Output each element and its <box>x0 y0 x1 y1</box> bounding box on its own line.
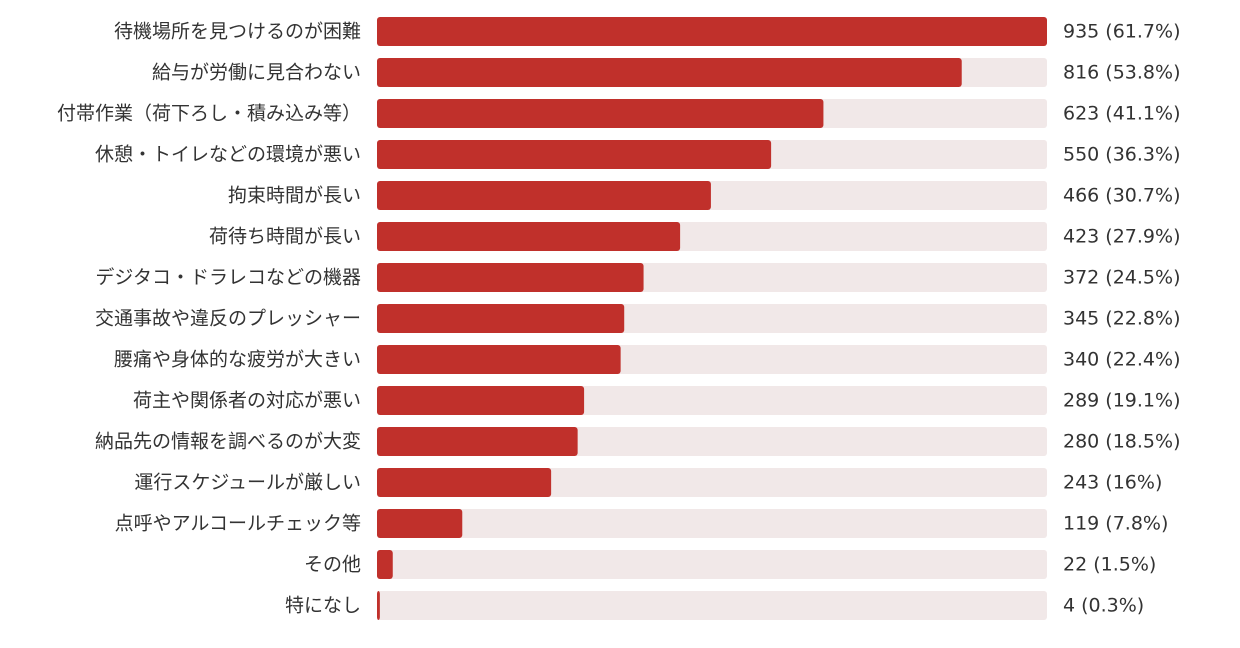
bar-row: 給与が労働に見合わない 816 (53.8%) <box>152 58 1181 87</box>
value-label: 423 (27.9%) <box>1063 226 1181 248</box>
bar <box>377 17 1047 46</box>
bar <box>377 304 625 333</box>
category-label: 拘束時間が長い <box>228 185 361 207</box>
bar-row: 荷待ち時間が長い 423 (27.9%) <box>209 222 1181 251</box>
bar-row: 荷主や関係者の対応が悪い 289 (19.1%) <box>133 386 1181 415</box>
bar-row: 休憩・トイレなどの環境が悪い 550 (36.3%) <box>95 140 1181 169</box>
bar-row: 交通事故や違反のプレッシャー 345 (22.8%) <box>95 304 1181 333</box>
value-label: 243 (16%) <box>1063 472 1162 494</box>
category-label: 給与が労働に見合わない <box>152 62 361 84</box>
category-label: 荷待ち時間が長い <box>209 226 361 248</box>
value-label: 816 (53.8%) <box>1063 62 1181 84</box>
category-label: 特になし <box>285 595 361 617</box>
bar <box>377 99 824 128</box>
value-label: 22 (1.5%) <box>1063 554 1156 576</box>
bar-row: 特になし 4 (0.3%) <box>285 591 1144 620</box>
value-label: 4 (0.3%) <box>1063 595 1144 617</box>
bar <box>377 181 711 210</box>
bar-row: 点呼やアルコールチェック等 119 (7.8%) <box>115 509 1168 538</box>
value-label: 550 (36.3%) <box>1063 144 1181 166</box>
bar <box>377 58 962 87</box>
bar-row: 待機場所を見つけるのが困難 935 (61.7%) <box>114 17 1181 46</box>
category-label: 交通事故や違反のプレッシャー <box>95 308 361 330</box>
bar-row: 運行スケジュールが厳しい 243 (16%) <box>134 468 1162 497</box>
category-label: 運行スケジュールが厳しい <box>134 472 361 494</box>
value-label: 280 (18.5%) <box>1063 431 1181 453</box>
bar-row: 付帯作業（荷下ろし・積み込み等） 623 (41.1%) <box>57 99 1181 128</box>
category-label: 待機場所を見つけるのが困難 <box>114 21 361 43</box>
bar-row: デジタコ・ドラレコなどの機器 372 (24.5%) <box>95 263 1181 292</box>
value-label: 623 (41.1%) <box>1063 103 1181 125</box>
bar <box>377 427 578 456</box>
bar <box>377 222 681 251</box>
bar-row: 拘束時間が長い 466 (30.7%) <box>228 181 1181 210</box>
bar <box>377 468 552 497</box>
category-label: 付帯作業（荷下ろし・積み込み等） <box>57 103 361 125</box>
category-label: その他 <box>304 554 361 576</box>
value-label: 289 (19.1%) <box>1063 390 1181 412</box>
category-label: 荷主や関係者の対応が悪い <box>133 390 361 412</box>
bar-track <box>377 591 1047 620</box>
chart-rows: 待機場所を見つけるのが困難 935 (61.7%) 給与が労働に見合わない 816 (… <box>57 17 1181 620</box>
bar <box>377 140 772 169</box>
value-label: 345 (22.8%) <box>1063 308 1181 330</box>
bar <box>377 509 463 538</box>
value-label: 119 (7.8%) <box>1063 513 1168 535</box>
bar-row: その他 22 (1.5%) <box>304 550 1156 579</box>
category-label: 納品先の情報を調べるのが大変 <box>95 431 361 453</box>
bar-track <box>377 509 1047 538</box>
category-label: 点呼やアルコールチェック等 <box>115 513 361 535</box>
category-label: 腰痛や身体的な疲労が大きい <box>114 349 361 371</box>
bar-row: 腰痛や身体的な疲労が大きい 340 (22.4%) <box>114 345 1181 374</box>
value-label: 935 (61.7%) <box>1063 21 1181 43</box>
bar <box>377 550 393 579</box>
bar-track <box>377 550 1047 579</box>
bar <box>377 263 644 292</box>
bar <box>377 386 585 415</box>
category-label: 休憩・トイレなどの環境が悪い <box>95 144 361 166</box>
category-label: デジタコ・ドラレコなどの機器 <box>95 267 361 289</box>
bar-row: 納品先の情報を調べるのが大変 280 (18.5%) <box>95 427 1181 456</box>
value-label: 466 (30.7%) <box>1063 185 1181 207</box>
bar <box>377 591 380 620</box>
bar <box>377 345 621 374</box>
value-label: 340 (22.4%) <box>1063 349 1181 371</box>
value-label: 372 (24.5%) <box>1063 267 1181 289</box>
